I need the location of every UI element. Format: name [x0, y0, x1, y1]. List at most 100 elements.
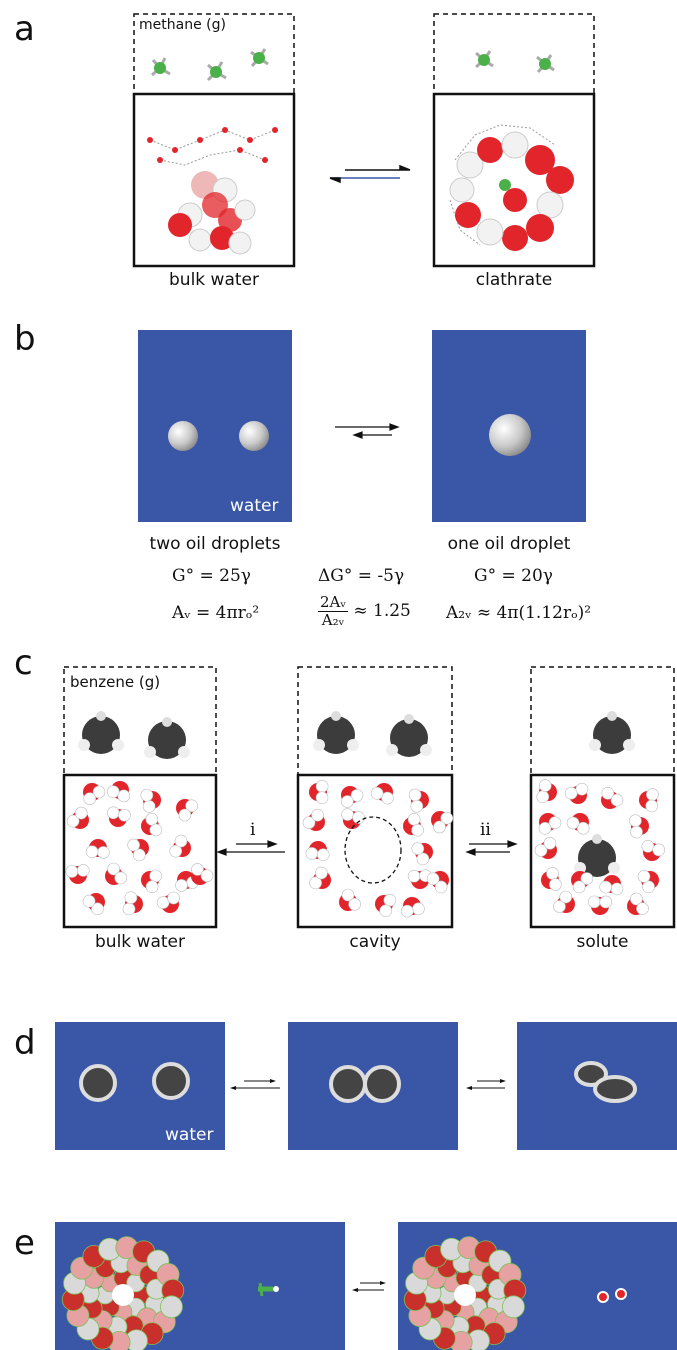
a-equilibrium-arrows: [329, 164, 411, 184]
c-benzene-2: [144, 717, 190, 759]
panel-a-letter: a: [14, 9, 35, 49]
a-left-water-box: [132, 92, 296, 268]
c-benzene-3: [313, 711, 359, 754]
e-guest-free: [258, 1282, 279, 1297]
c-water-molecule: [588, 895, 613, 915]
c-water-molecules: [65, 779, 665, 918]
e-host-atom: [502, 1295, 525, 1319]
c-water-molecule: [66, 806, 89, 829]
panel-c-letter: c: [14, 643, 33, 683]
c-water-molecule: [305, 841, 330, 861]
c-step-i: i: [250, 820, 256, 840]
d-arrows-1: [230, 1079, 280, 1090]
c-water-molecule: [637, 870, 659, 894]
c-water-molecule: [156, 891, 180, 913]
c-water-molecule: [553, 890, 575, 913]
c-water-molecule: [341, 786, 364, 808]
c-water-molecule: [601, 787, 624, 809]
c-water-molecule: [538, 813, 562, 835]
e-host-cavity: [454, 1284, 476, 1306]
c-water-molecule: [302, 808, 325, 831]
c-water-molecule: [571, 871, 594, 894]
b-water-label: water: [230, 496, 279, 516]
c-benzene-4: [386, 714, 432, 757]
c-water-molecule: [339, 888, 361, 911]
b-ratio: 2Aᵥ A₂ᵥ ≈ 1.25: [318, 594, 411, 629]
c-water-molecule: [169, 834, 191, 858]
c-caption-solute: solute: [576, 932, 629, 952]
e-host-atom: [160, 1295, 183, 1319]
a-right-caption: clathrate: [475, 270, 553, 290]
c-box2-water: [296, 773, 454, 929]
b-ratio-value: ≈ 1.25: [353, 601, 411, 621]
a-bulk-water-spheres: [168, 171, 256, 255]
d-benzene-separated: [79, 1062, 190, 1102]
b-left-caption: two oil droplets: [149, 534, 281, 554]
c-caption-cavity: cavity: [349, 932, 401, 952]
c-benzene-molecules: [78, 711, 635, 877]
c-arrows-i: [216, 840, 285, 856]
b-equilibrium-arrows: [335, 423, 400, 439]
c-water-molecule: [411, 842, 433, 866]
c-water-molecule: [639, 788, 659, 813]
c-box1-water: [62, 773, 218, 929]
e-water-pair: [597, 1288, 627, 1303]
c-water-molecule: [65, 864, 90, 884]
c-water-molecule: [176, 799, 198, 822]
c-benzene-solute: [574, 834, 620, 877]
c-cavity-outline: [344, 816, 402, 884]
c-benzene-5: [589, 711, 635, 754]
c-water-molecule: [408, 788, 429, 813]
c-water-molecule: [127, 838, 149, 862]
c-benzene-1: [78, 711, 124, 754]
c-water-molecule: [105, 862, 128, 885]
c-water-molecule: [534, 836, 557, 859]
c-water-molecule: [641, 840, 665, 861]
d-arrows-2: [466, 1079, 506, 1090]
a-right-water-box: [432, 92, 596, 268]
a-left-caption: bulk water: [169, 270, 259, 290]
a-methane-2: [206, 61, 227, 82]
c-water-molecule: [141, 869, 162, 893]
a-clathrate-network: [449, 124, 556, 246]
b-left-water-box: [138, 330, 292, 522]
e-arrows: [352, 1281, 386, 1292]
c-water-molecule: [627, 892, 649, 915]
a-methane-3: [250, 48, 269, 67]
c-water-molecule: [370, 783, 394, 805]
b-ratio-fraction: 2Aᵥ A₂ᵥ: [318, 594, 348, 629]
b-oil-droplet-1: [168, 421, 198, 451]
e-host-molecule-2: [403, 1236, 527, 1350]
a-methane-5: [536, 54, 555, 73]
c-water-molecule: [140, 788, 161, 813]
d-benzene-stacked: [574, 1061, 637, 1103]
b-ratio-numerator: 2Aᵥ: [318, 593, 348, 612]
c-water-molecule: [309, 780, 329, 805]
e-host-cavity: [112, 1284, 134, 1306]
c-water-molecule: [175, 871, 199, 892]
a-right-gas-box: [433, 13, 595, 95]
c-water-molecule: [106, 781, 131, 803]
c-water-molecule: [564, 782, 589, 804]
panel-e-letter: e: [14, 1223, 35, 1263]
b-delta-energy: ΔG° = -5γ: [318, 566, 405, 586]
c-water-molecule: [122, 891, 143, 916]
c-step-ii: ii: [480, 820, 491, 840]
b-right-energy: G° = 20γ: [474, 566, 553, 586]
c-box2-gas: [297, 666, 453, 776]
a-methane-4: [475, 50, 494, 69]
d-benzene-contact: [329, 1065, 401, 1103]
c-water-molecule: [400, 897, 425, 918]
b-oil-droplet-2: [239, 421, 269, 451]
a-methane-1: [151, 57, 171, 77]
a-clathrate-spheres: [449, 131, 574, 251]
c-water-molecule: [309, 866, 331, 890]
c-water-molecule: [107, 806, 131, 827]
c-water-molecule: [536, 779, 557, 803]
b-right-area: A₂ᵥ ≈ 4π(1.12rₒ)²: [446, 603, 592, 623]
c-water-molecule: [629, 814, 649, 839]
c-water-molecule: [541, 867, 562, 891]
c-caption-bulk-water: bulk water: [95, 932, 185, 952]
c-water-molecule: [85, 839, 110, 859]
